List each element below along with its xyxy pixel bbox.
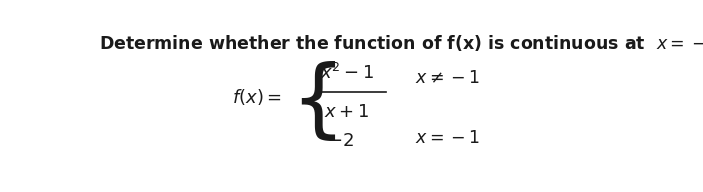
Text: $f(x) =$: $f(x) =$ xyxy=(231,87,281,107)
Text: $x^2 - 1$: $x^2 - 1$ xyxy=(320,63,374,83)
Text: $x \neq -1$: $x \neq -1$ xyxy=(415,69,479,87)
Text: $-2$: $-2$ xyxy=(327,132,354,150)
Text: {: { xyxy=(290,61,345,144)
Text: Determine whether the function of f(x) is continuous at  $x = -1$: Determine whether the function of f(x) i… xyxy=(98,33,703,53)
Text: $x = -1$: $x = -1$ xyxy=(415,129,479,147)
Text: $x + 1$: $x + 1$ xyxy=(324,103,369,121)
